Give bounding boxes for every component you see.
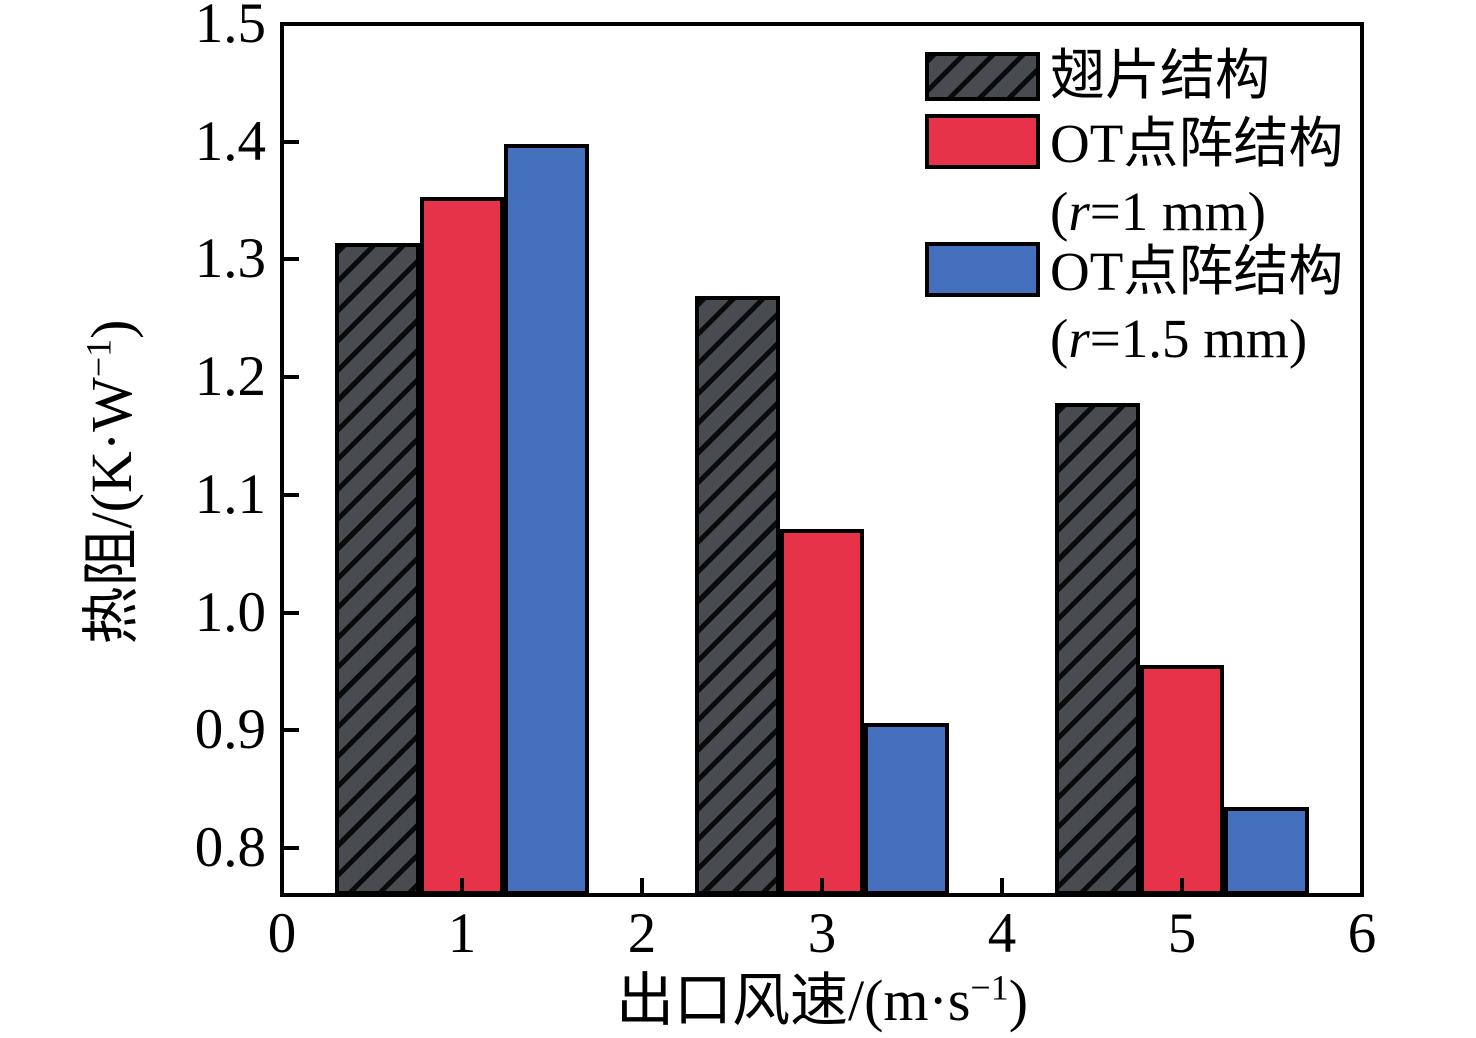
x-tick-label-6: 6 [1347,902,1377,965]
bar-fin-structure-x1 [334,242,420,895]
y-axis-tick-0.9 [282,728,299,733]
bar-ot-lattice-r1-x3 [779,528,865,895]
y-axis-tick-1.0 [282,610,299,615]
sublabel-open-paren: ( [1050,181,1069,242]
x-tick-label-1: 1 [447,902,477,965]
bar-fin-structure-x3 [694,295,780,895]
x-axis-tick-3 [820,878,824,895]
y-tick-label-0.8: 0.8 [194,815,266,879]
y-axis-tick-1.1 [282,492,299,497]
y-axis-tick-1.4 [282,139,299,144]
legend-sublabel-ot-lattice-r1: (r=1 mm) [1050,180,1266,244]
bar-ot-lattice-r1p5-x5 [1224,806,1310,895]
y-tick-label-1.0: 1.0 [194,580,266,644]
x-tick-label-0: 0 [267,902,297,965]
sublabel-value: =1.5 mm) [1089,308,1308,369]
bar-fin-structure-x5 [1054,403,1140,895]
x-axis-tick-0 [280,878,284,895]
x-tick-label-5: 5 [1167,902,1197,965]
sublabel-value: =1 mm) [1089,181,1266,242]
legend-swatch-fin-structure [925,52,1040,101]
legend-label-fin-structure: 翅片结构 [1050,45,1271,106]
bar-ot-lattice-r1-x5 [1139,665,1225,895]
x-axis-tick-4 [1000,878,1004,895]
bar-ot-lattice-r1p5-x1 [504,144,590,895]
legend-swatch-ot-lattice-r1 [925,114,1040,169]
x-axis-tick-2 [640,878,644,895]
sublabel-radius-variable: r [1068,181,1090,242]
y-tick-label-0.9: 0.9 [194,698,266,762]
y-axis-tick-0.8 [282,845,299,850]
plot-area [280,22,1364,897]
x-tick-label-4: 4 [987,902,1017,965]
legend-swatch-ot-lattice-r1p5 [925,242,1040,297]
y-tick-label-1.1: 1.1 [194,462,266,526]
y-tick-label-1.5: 1.5 [194,0,266,55]
y-axis-label-close: ) [79,319,144,339]
bar-ot-lattice-r1-x1 [419,197,505,895]
x-axis-label-text: 出口风速/(m·s [615,968,971,1033]
y-tick-label-1.2: 1.2 [194,345,266,409]
y-tick-label-1.4: 1.4 [194,109,266,173]
y-axis-tick-1.5 [282,22,299,26]
x-axis-label-close: ) [1008,968,1029,1033]
x-axis-tick-5 [1180,878,1184,895]
legend-label-ot-lattice-r1: OT点阵结构 [1050,113,1344,174]
x-axis-label: 出口风速/(m·s−1) [282,966,1362,1036]
x-axis-label-superscript: −1 [970,967,1009,1008]
bar-ot-lattice-r1p5-x3 [864,723,950,895]
sublabel-open-paren: ( [1050,308,1069,369]
y-axis-tick-1.2 [282,375,299,380]
legend-label-ot-lattice-r1p5: OT点阵结构 [1050,241,1344,302]
x-tick-label-3: 3 [807,902,837,965]
x-tick-label-2: 2 [627,902,657,965]
y-axis-tick-1.3 [282,257,299,262]
x-axis-tick-6 [1360,878,1364,895]
y-tick-label-1.3: 1.3 [194,227,266,291]
sublabel-radius-variable: r [1068,308,1090,369]
x-axis-tick-1 [460,878,464,895]
legend-sublabel-ot-lattice-r1p5: (r=1.5 mm) [1050,307,1307,371]
